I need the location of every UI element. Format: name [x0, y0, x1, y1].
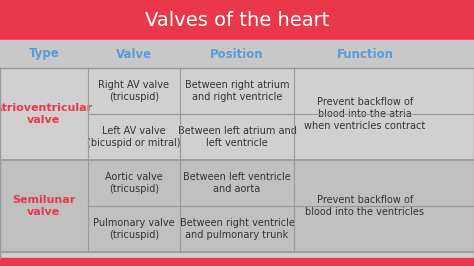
Text: Type: Type [28, 48, 59, 60]
Text: Right AV valve
(tricuspid): Right AV valve (tricuspid) [99, 80, 169, 102]
Text: Left AV valve
(bicuspid or mitral): Left AV valve (bicuspid or mitral) [87, 126, 181, 148]
Text: Between right ventricle
and pulmonary trunk: Between right ventricle and pulmonary tr… [180, 218, 294, 240]
Text: Function: Function [337, 48, 393, 60]
Text: Semilunar
valve: Semilunar valve [12, 195, 75, 217]
Text: Prevent backflow of
blood into the ventricles: Prevent backflow of blood into the ventr… [305, 195, 425, 217]
Bar [0, 68, 474, 160]
Text: Prevent backflow of
blood into the atria
when ventricles contract: Prevent backflow of blood into the atria… [304, 97, 426, 131]
Text: Atrioventricular
valve: Atrioventricular valve [0, 103, 93, 125]
Bar [0, 258, 474, 266]
Text: Aortic valve
(tricuspid): Aortic valve (tricuspid) [105, 172, 163, 194]
Bar [0, 160, 474, 252]
Text: Pulmonary valve
(tricuspid): Pulmonary valve (tricuspid) [93, 218, 175, 240]
Text: Between right atrium
and right ventricle: Between right atrium and right ventricle [185, 80, 289, 102]
Text: Valve: Valve [116, 48, 152, 60]
Text: Between left atrium and
left ventricle: Between left atrium and left ventricle [178, 126, 296, 148]
Bar [0, 0, 474, 40]
Text: Between left ventricle
and aorta: Between left ventricle and aorta [183, 172, 291, 194]
Text: Valves of the heart: Valves of the heart [145, 10, 329, 30]
Text: Position: Position [210, 48, 264, 60]
Bar [0, 40, 474, 68]
